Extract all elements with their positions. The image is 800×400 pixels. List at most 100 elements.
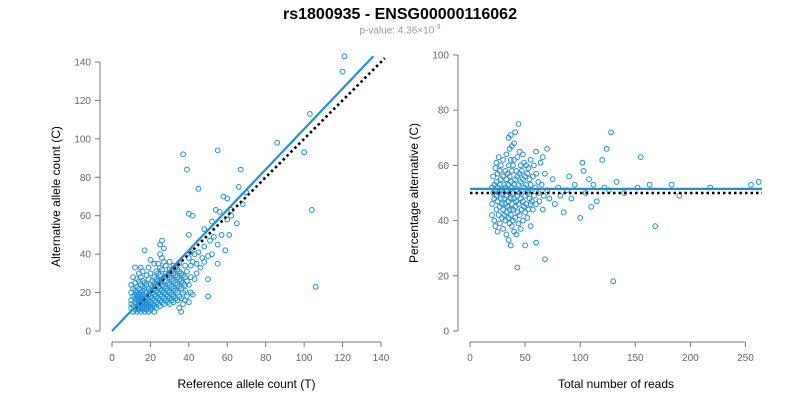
right-data-point (513, 231, 520, 238)
left-data-point (184, 166, 190, 173)
right-data-point (516, 212, 523, 218)
right-data-point (507, 195, 514, 202)
right-data-point (495, 212, 502, 218)
left-data-point (159, 266, 165, 273)
left-data-point (166, 258, 173, 265)
right-data-point (560, 209, 567, 216)
pvalue-label: p-value: 4.36×10 (359, 25, 435, 37)
right-data-point (536, 198, 543, 205)
right-data-point (551, 201, 558, 207)
right-x-tick-label: 200 (682, 353, 699, 364)
left-data-point (191, 276, 198, 283)
right-data-point (610, 278, 617, 285)
left-data-point (224, 195, 231, 202)
right-data-point (542, 256, 548, 263)
left-x-tick-label: 80 (260, 353, 272, 364)
left-data-point (224, 216, 231, 223)
left-data-point (195, 185, 202, 192)
left-data-point (301, 149, 308, 156)
right-data-point (500, 156, 506, 163)
left-data-point (139, 268, 146, 275)
right-data-point (519, 217, 526, 224)
right-data-point (579, 159, 586, 166)
right-data-point (524, 190, 531, 196)
right-data-point (603, 145, 610, 152)
right-data-point (496, 220, 503, 227)
right-data-point (502, 217, 509, 224)
right-data-point (506, 206, 513, 213)
left-data-point (184, 268, 190, 275)
right-data-point (500, 225, 506, 232)
left-data-point (207, 237, 213, 244)
right-data-point (522, 209, 528, 216)
left-data-point (274, 139, 281, 146)
left-data-point (341, 53, 348, 60)
right-x-tick-label: 0 (467, 353, 473, 364)
right-data-point (527, 156, 534, 163)
right-data-point (516, 148, 523, 155)
right-data-point (512, 203, 519, 210)
left-fit-line (111, 55, 375, 332)
left-x-tick-label: 20 (145, 353, 157, 364)
right-x-tick-label: 150 (627, 353, 644, 364)
right-data-point (533, 239, 540, 246)
left-data-point (182, 262, 188, 269)
right-data-point (495, 154, 502, 161)
right-data-point (512, 214, 519, 221)
right-data-point (514, 154, 521, 161)
chart-subtitle: p-value: 4.36×10-3 (0, 24, 800, 36)
left-data-point (209, 218, 215, 225)
right-data-point (748, 181, 754, 188)
right-data-point (539, 154, 546, 161)
left-data-point (228, 212, 235, 219)
right-y-tick-label: 20 (438, 271, 450, 282)
left-y-tick-label: 140 (74, 58, 91, 69)
left-data-point (151, 260, 158, 267)
left-data-point (339, 68, 346, 75)
right-data-point (511, 156, 517, 163)
right-data-point (505, 237, 512, 243)
left-data-point (233, 220, 240, 227)
right-y-axis-label: Percentage alternative (C) (407, 123, 421, 263)
right-data-point (503, 231, 510, 238)
right-data-point (514, 264, 521, 271)
right-data-point (519, 151, 526, 158)
left-x-tick-label: 0 (109, 353, 115, 364)
right-data-point (577, 214, 584, 221)
left-reference-line (134, 57, 386, 309)
right-data-point (503, 151, 510, 158)
right-data-point (571, 181, 578, 188)
left-data-point (201, 243, 208, 250)
right-data-point (510, 162, 516, 169)
right-data-point (491, 217, 498, 224)
left-x-axis-label: Reference allele count (T) (177, 377, 315, 391)
left-data-point (147, 270, 154, 277)
right-data-point (529, 206, 536, 213)
right-data-point (506, 190, 513, 196)
left-data-point (210, 233, 217, 240)
right-data-point (515, 121, 522, 127)
left-y-tick-label: 120 (74, 96, 91, 107)
left-data-point (214, 241, 221, 248)
left-data-point (195, 249, 202, 256)
right-data-point (755, 179, 762, 185)
right-data-point (518, 168, 525, 174)
right-data-point (515, 201, 522, 207)
right-data-point (513, 168, 520, 174)
left-y-tick-label: 40 (80, 250, 92, 261)
right-y-tick-label: 0 (443, 327, 449, 338)
left-x-tick-label: 60 (222, 353, 234, 364)
right-data-point (500, 173, 506, 180)
right-data-point (524, 170, 531, 177)
right-data-point (489, 212, 495, 218)
right-data-point (593, 198, 600, 205)
right-x-tick-label: 100 (572, 353, 589, 364)
right-data-point (544, 145, 551, 152)
left-data-point (205, 276, 211, 283)
right-data-point (580, 168, 587, 174)
right-data-point (588, 203, 595, 210)
right-data-point (507, 132, 514, 138)
left-data-point (189, 212, 196, 219)
left-x-tick-label: 40 (183, 353, 195, 364)
left-y-tick-label: 100 (74, 134, 91, 145)
